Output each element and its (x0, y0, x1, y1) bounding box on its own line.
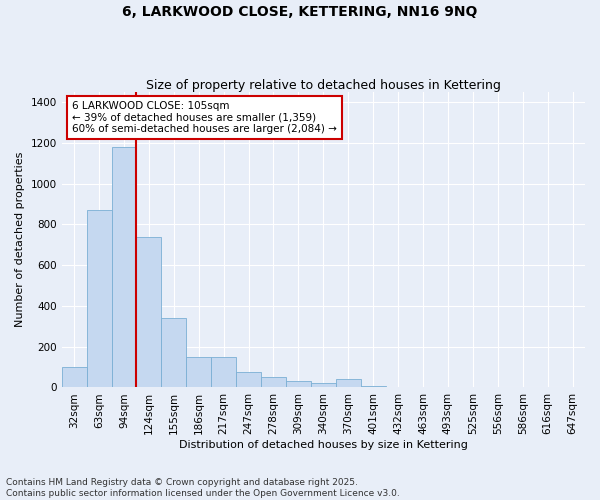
Bar (136, 236, 161, 388)
Bar (112, 147, 136, 388)
Bar (86, 210, 112, 388)
Bar (62, 367, 86, 388)
Bar (261, 378, 286, 388)
Text: Contains HM Land Registry data © Crown copyright and database right 2025.
Contai: Contains HM Land Registry data © Crown c… (6, 478, 400, 498)
Y-axis label: Number of detached properties: Number of detached properties (15, 152, 25, 328)
Bar (336, 380, 361, 388)
Bar (211, 357, 236, 388)
Bar (161, 318, 186, 388)
Text: 6 LARKWOOD CLOSE: 105sqm
← 39% of detached houses are smaller (1,359)
60% of sem: 6 LARKWOOD CLOSE: 105sqm ← 39% of detach… (72, 101, 337, 134)
X-axis label: Distribution of detached houses by size in Kettering: Distribution of detached houses by size … (179, 440, 468, 450)
Bar (286, 382, 311, 388)
Bar (186, 357, 211, 388)
Text: 6, LARKWOOD CLOSE, KETTERING, NN16 9NQ: 6, LARKWOOD CLOSE, KETTERING, NN16 9NQ (122, 5, 478, 19)
Title: Size of property relative to detached houses in Kettering: Size of property relative to detached ho… (146, 79, 501, 92)
Bar (311, 384, 336, 388)
Bar (361, 386, 386, 388)
Bar (236, 372, 261, 388)
